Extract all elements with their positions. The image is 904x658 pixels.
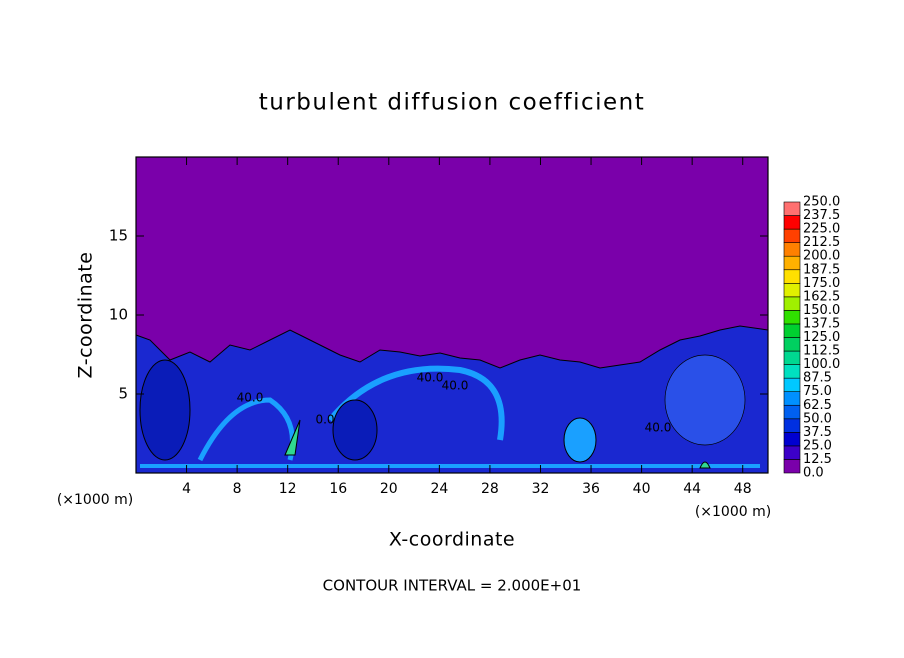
colorbar-label: 100.0: [803, 357, 840, 372]
colorbar-label: 225.0: [803, 222, 840, 237]
x-tick-label: 40: [633, 481, 651, 497]
colorbar-box: [783, 323, 801, 338]
x-tick-label: 36: [582, 481, 600, 497]
field-region: [664, 354, 746, 446]
field-region: [139, 359, 191, 461]
colorbar-box: [783, 377, 801, 392]
colorbar-box: [783, 445, 801, 460]
colorbar-label: 250.0: [803, 195, 840, 210]
colorbar-label: 137.5: [803, 316, 840, 331]
y-tick-label: 15: [109, 227, 128, 245]
colorbar-label: 112.5: [803, 344, 840, 359]
colorbar-box: [783, 228, 801, 243]
colorbar-label: 187.5: [803, 262, 840, 277]
x-tick-label: 44: [683, 481, 701, 497]
colorbar-box: [783, 350, 801, 365]
x-tick-label: 16: [329, 481, 347, 497]
x-tick-label: 48: [734, 481, 752, 497]
colorbar-box: [783, 459, 801, 474]
colorbar-box: [783, 391, 801, 406]
colorbar-label: 0.0: [803, 466, 824, 481]
colorbar-box: [783, 364, 801, 379]
colorbar-label: 162.5: [803, 289, 840, 304]
colorbar-label: 200.0: [803, 249, 840, 264]
colorbar-label: 50.0: [803, 411, 832, 426]
contour-field: [135, 157, 769, 474]
contour-label: 40.0: [237, 391, 264, 405]
x-tick-label: 8: [233, 481, 242, 497]
x-axis-label: X-coordinate: [389, 529, 515, 551]
chart-title: turbulent diffusion coefficient: [259, 90, 646, 116]
colorbar-box: [783, 404, 801, 420]
colorbar-label: 212.5: [803, 235, 840, 250]
y-tick-label: 10: [109, 306, 128, 324]
x-tick-label: 32: [532, 481, 550, 497]
x-unit-label: (×1000 m): [57, 492, 133, 508]
colorbar-box: [783, 432, 801, 447]
footer: CONTOUR INTERVAL = 2.000E+01: [323, 577, 582, 595]
colorbar-label: 125.0: [803, 330, 840, 345]
contour-label: 40.0: [442, 379, 469, 393]
colorbar-label: 75.0: [803, 384, 832, 399]
colorbar-box: [783, 337, 801, 352]
colorbar-box: [783, 215, 801, 230]
colorbar-label: 150.0: [803, 303, 840, 318]
y-tick-label: 5: [118, 385, 128, 403]
colorbar-box: [783, 310, 801, 325]
colorbar-box: [783, 269, 801, 284]
colorbar-label: 87.5: [803, 371, 832, 386]
field-region: [699, 461, 711, 469]
field-region: [197, 397, 295, 462]
field-region: [332, 399, 378, 461]
colorbar-label: 25.0: [803, 438, 832, 453]
contour-label: 40.0: [417, 371, 444, 385]
colorbar-label: 237.5: [803, 208, 840, 223]
field-region: [563, 417, 597, 463]
colorbar-label: 12.5: [803, 452, 832, 467]
x-unit-label: (×1000 m): [695, 504, 771, 520]
x-tick-label: 12: [279, 481, 297, 497]
y-axis-label: Z-coordinate: [75, 252, 97, 379]
field-region: [284, 419, 301, 456]
colorbar-label: 62.5: [803, 398, 832, 413]
x-tick-label: 4: [182, 481, 191, 497]
colorbar-box: [783, 255, 801, 271]
field-region: [327, 365, 505, 441]
colorbar-box: [783, 201, 801, 216]
x-tick-label: 24: [430, 481, 448, 497]
x-tick-label: 28: [481, 481, 499, 497]
contour-label: 40.0: [645, 421, 672, 435]
x-tick-label: 20: [380, 481, 398, 497]
colorbar-box: [783, 296, 801, 311]
colorbar-label: 175.0: [803, 276, 840, 291]
colorbar-box: [783, 282, 801, 298]
colorbar-box: [783, 242, 801, 257]
colorbar-label: 37.5: [803, 425, 832, 440]
contour-label: 0.0: [315, 413, 334, 427]
colorbar-box: [783, 418, 801, 433]
